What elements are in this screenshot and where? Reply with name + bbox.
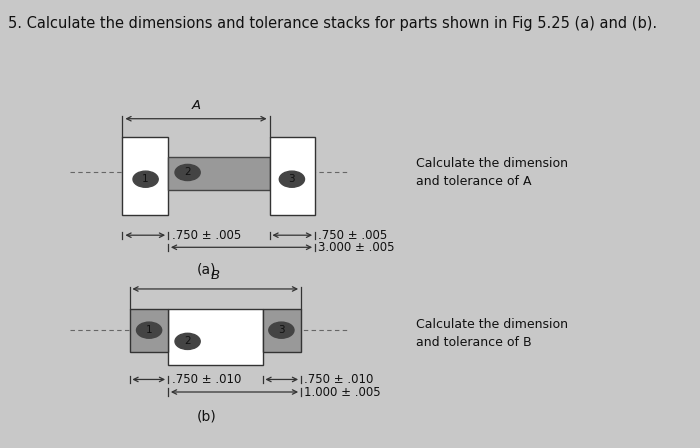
Text: 2: 2 [184,336,191,346]
Circle shape [269,322,294,338]
Text: .750 ± .005: .750 ± .005 [172,228,241,242]
Text: 3.000 ± .005: 3.000 ± .005 [318,241,395,254]
Circle shape [279,171,304,187]
Text: 1: 1 [142,174,149,184]
Bar [270,137,315,215]
Circle shape [133,171,158,187]
Text: (a): (a) [197,262,216,276]
Text: Calculate the dimension
and tolerance of A: Calculate the dimension and tolerance of… [416,157,568,188]
Text: 3: 3 [288,174,295,184]
Text: 2: 2 [184,168,191,177]
Text: .750 ± .005: .750 ± .005 [318,228,388,242]
Text: 3: 3 [278,325,285,335]
Bar [122,137,168,215]
Text: 5. Calculate the dimensions and tolerance stacks for parts shown in Fig 5.25 (a): 5. Calculate the dimensions and toleranc… [8,16,657,30]
Circle shape [136,322,162,338]
Text: B: B [211,269,220,282]
Text: 1: 1 [146,325,153,335]
Text: Calculate the dimension
and tolerance of B: Calculate the dimension and tolerance of… [416,318,568,349]
Text: (b): (b) [197,410,216,424]
Bar [130,309,168,352]
Bar [168,157,270,190]
Circle shape [175,164,200,181]
Bar [168,309,262,365]
Text: A: A [191,99,201,112]
Circle shape [175,333,200,349]
Text: 1.000 ± .005: 1.000 ± .005 [304,385,381,399]
Bar [262,309,301,352]
Text: .750 ± .010: .750 ± .010 [172,373,241,386]
Text: .750 ± .010: .750 ± .010 [304,373,374,386]
